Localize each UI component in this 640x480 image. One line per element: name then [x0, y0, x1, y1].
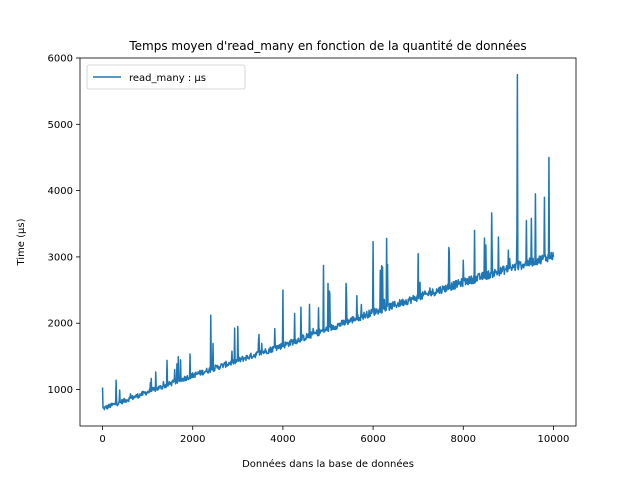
- x-tick-label: 4000: [270, 434, 295, 445]
- y-tick-label: 4000: [48, 186, 73, 197]
- x-axis-label: Données dans la base de données: [242, 458, 414, 470]
- plot-frame: [79, 57, 577, 427]
- x-tick-label: 2000: [180, 434, 205, 445]
- plot-area: [80, 58, 576, 426]
- x-tick-label: 8000: [451, 434, 476, 445]
- chart-title: Temps moyen d'read_many en fonction de l…: [128, 39, 526, 53]
- y-tick-label: 3000: [48, 252, 73, 263]
- y-tick-label: 1000: [48, 385, 73, 396]
- legend: read_many : µs: [86, 64, 246, 90]
- x-tick-label: 0: [99, 434, 105, 445]
- legend-box: [86, 64, 246, 90]
- x-tick-label: 6000: [360, 434, 385, 445]
- legend-entry: read_many : µs: [129, 73, 206, 84]
- y-axis-label: Time (µs): [16, 218, 27, 266]
- series-line: [101, 73, 555, 411]
- ticks-layer: 0 2000 4000 6000 8000 10000 1000 2000 3000 4000 50…: [48, 54, 570, 446]
- plot-layer: [101, 73, 555, 411]
- y-tick-label: 6000: [48, 54, 73, 65]
- x-tick-label: 10000: [538, 434, 570, 445]
- y-tick-label: 5000: [48, 120, 73, 131]
- y-tick-label: 2000: [48, 319, 73, 330]
